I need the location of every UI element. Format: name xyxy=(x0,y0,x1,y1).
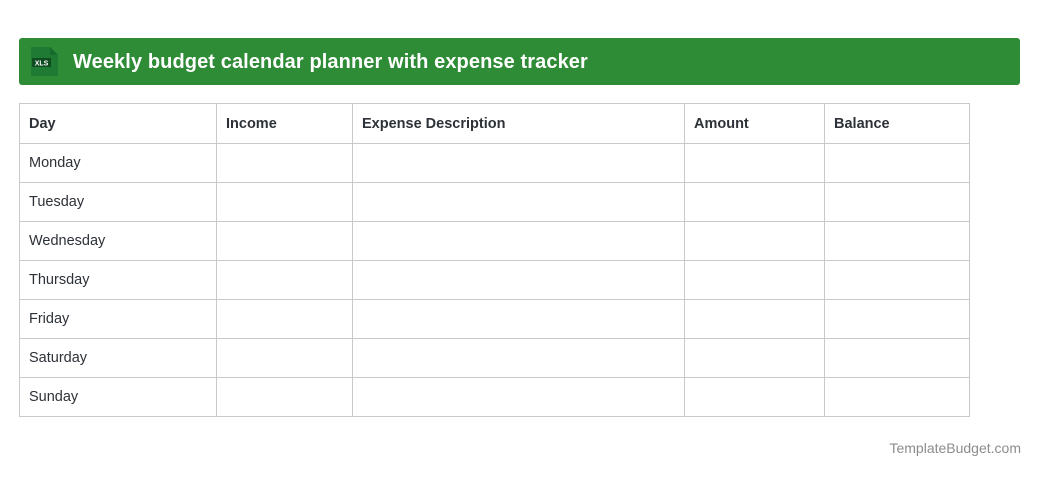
xls-file-icon-glyph: XLS xyxy=(31,47,58,76)
table-row: Thursday xyxy=(19,260,970,300)
cell-expense-description[interactable] xyxy=(352,299,685,339)
cell-day: Tuesday xyxy=(19,182,217,222)
cell-amount[interactable] xyxy=(684,182,825,222)
cell-amount[interactable] xyxy=(684,260,825,300)
cell-amount[interactable] xyxy=(684,338,825,378)
cell-expense-description[interactable] xyxy=(352,260,685,300)
cell-balance[interactable] xyxy=(824,143,970,183)
cell-income[interactable] xyxy=(216,260,353,300)
cell-day: Friday xyxy=(19,299,217,339)
cell-balance[interactable] xyxy=(824,221,970,261)
cell-income[interactable] xyxy=(216,221,353,261)
table-row: Tuesday xyxy=(19,182,970,222)
cell-expense-description[interactable] xyxy=(352,143,685,183)
svg-text:XLS: XLS xyxy=(35,60,49,67)
column-header-income: Income xyxy=(216,103,353,144)
cell-day: Wednesday xyxy=(19,221,217,261)
table-row: Sunday xyxy=(19,377,970,417)
cell-amount[interactable] xyxy=(684,377,825,417)
cell-day: Saturday xyxy=(19,338,217,378)
column-header-amount: Amount xyxy=(684,103,825,144)
cell-day: Thursday xyxy=(19,260,217,300)
cell-amount[interactable] xyxy=(684,299,825,339)
cell-amount[interactable] xyxy=(684,221,825,261)
cell-expense-description[interactable] xyxy=(352,338,685,378)
table-row: Monday xyxy=(19,143,970,183)
column-header-balance: Balance xyxy=(824,103,970,144)
table-header-row: Day Income Expense Description Amount Ba… xyxy=(19,103,970,144)
cell-day: Sunday xyxy=(19,377,217,417)
cell-income[interactable] xyxy=(216,182,353,222)
table-row: Wednesday xyxy=(19,221,970,261)
cell-day: Monday xyxy=(19,143,217,183)
cell-balance[interactable] xyxy=(824,338,970,378)
cell-balance[interactable] xyxy=(824,299,970,339)
column-header-expense-description: Expense Description xyxy=(352,103,685,144)
cell-balance[interactable] xyxy=(824,182,970,222)
cell-expense-description[interactable] xyxy=(352,377,685,417)
xls-file-icon: XLS xyxy=(30,46,60,77)
cell-income[interactable] xyxy=(216,299,353,339)
site-credit: TemplateBudget.com xyxy=(889,440,1021,456)
page-header-banner: XLS Weekly budget calendar planner with … xyxy=(19,38,1020,85)
cell-income[interactable] xyxy=(216,143,353,183)
page-title: Weekly budget calendar planner with expe… xyxy=(73,50,588,73)
cell-amount[interactable] xyxy=(684,143,825,183)
table-row: Saturday xyxy=(19,338,970,378)
table-row: Friday xyxy=(19,299,970,339)
cell-expense-description[interactable] xyxy=(352,182,685,222)
cell-balance[interactable] xyxy=(824,377,970,417)
cell-expense-description[interactable] xyxy=(352,221,685,261)
cell-income[interactable] xyxy=(216,338,353,378)
cell-income[interactable] xyxy=(216,377,353,417)
cell-balance[interactable] xyxy=(824,260,970,300)
column-header-day: Day xyxy=(19,103,217,144)
weekly-budget-table: Day Income Expense Description Amount Ba… xyxy=(19,103,970,417)
